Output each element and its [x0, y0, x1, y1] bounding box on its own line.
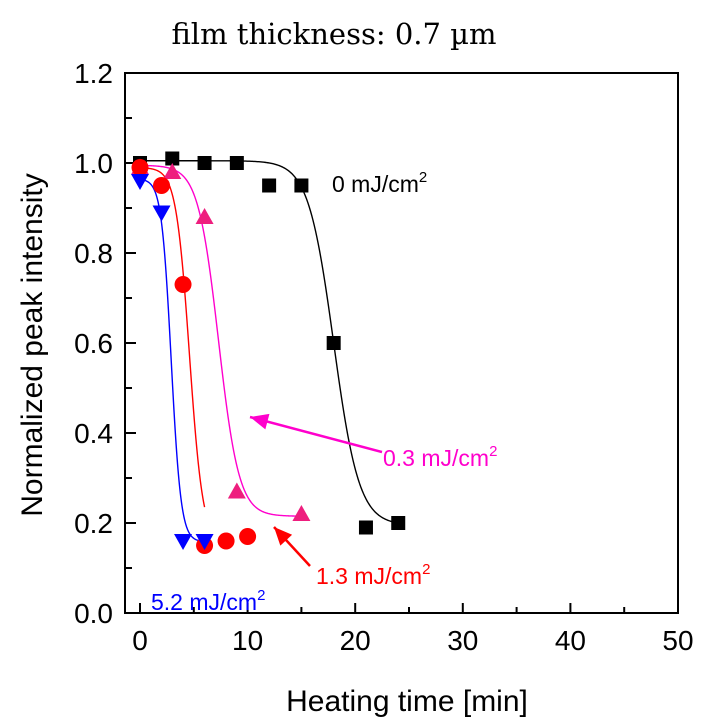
y-tick-label: 0.8 [74, 238, 113, 269]
circle-marker [174, 276, 192, 293]
x-tick-label: 30 [447, 625, 478, 656]
label-0-mj: 0 mJ/cm2 [332, 169, 427, 197]
arrow-0-3-mj [249, 413, 383, 454]
fit-curves [139, 160, 399, 543]
y-axis-label: Normalized peak intensity [16, 173, 49, 517]
triangle-down-marker [152, 205, 171, 222]
triangle-down-marker [195, 534, 214, 550]
y-tick-label: 0.4 [74, 418, 113, 449]
square-marker [229, 156, 244, 170]
y-tick-label: 0.0 [74, 598, 113, 629]
triangle-up-marker [227, 482, 246, 499]
label-5-2-mj: 5.2 mJ/cm2 [151, 587, 265, 615]
plot-frame [124, 72, 679, 614]
arrow-1-3-mj [273, 526, 311, 567]
x-tick-labels: 0 10 20 30 40 50 [132, 625, 693, 656]
x-tick-label: 20 [340, 625, 371, 656]
triangle-up-marker [195, 208, 214, 224]
annotations: 0 mJ/cm2 0.3 mJ/cm2 1.3 mJ/cm2 5.2 mJ/cm2 [151, 169, 497, 615]
fit-curve [139, 167, 206, 508]
triangle-down-marker [131, 174, 149, 190]
square-marker [262, 178, 277, 193]
triangle-up-marker [163, 163, 182, 179]
triangle-up-marker [292, 505, 311, 521]
label-0-3-mj: 0.3 mJ/cm2 [383, 443, 497, 471]
y-tick-label: 1.0 [74, 148, 113, 179]
fit-curve [140, 160, 399, 524]
circle-marker [239, 528, 257, 545]
x-tick-label: 40 [555, 625, 586, 656]
triangle-down-marker [174, 534, 193, 550]
x-tick-label: 50 [662, 625, 693, 656]
circle-marker [131, 159, 149, 176]
square-marker [294, 178, 309, 193]
fit-curve [139, 164, 302, 517]
square-marker [358, 520, 373, 535]
axis-ticks [125, 72, 679, 614]
square-marker [326, 336, 341, 350]
circle-marker [217, 532, 235, 550]
data-markers [131, 151, 406, 554]
y-tick-label: 0.2 [74, 508, 113, 539]
circle-marker [153, 177, 171, 194]
label-1-3-mj: 1.3 mJ/cm2 [316, 561, 430, 589]
y-tick-label: 1.2 [74, 58, 113, 89]
y-tick-label: 0.6 [74, 328, 113, 359]
fit-curve [139, 178, 205, 543]
x-axis-label: Heating time [min] [286, 685, 528, 718]
square-marker [391, 516, 406, 530]
x-tick-label: 10 [232, 625, 263, 656]
x-tick-label: 0 [132, 625, 148, 656]
square-marker [165, 151, 180, 166]
y-tick-labels: 0.0 0.2 0.4 0.6 0.8 1.0 1.2 [74, 58, 113, 629]
chart-title: film thickness: 0.7 µm [171, 17, 496, 51]
square-marker [197, 156, 212, 170]
